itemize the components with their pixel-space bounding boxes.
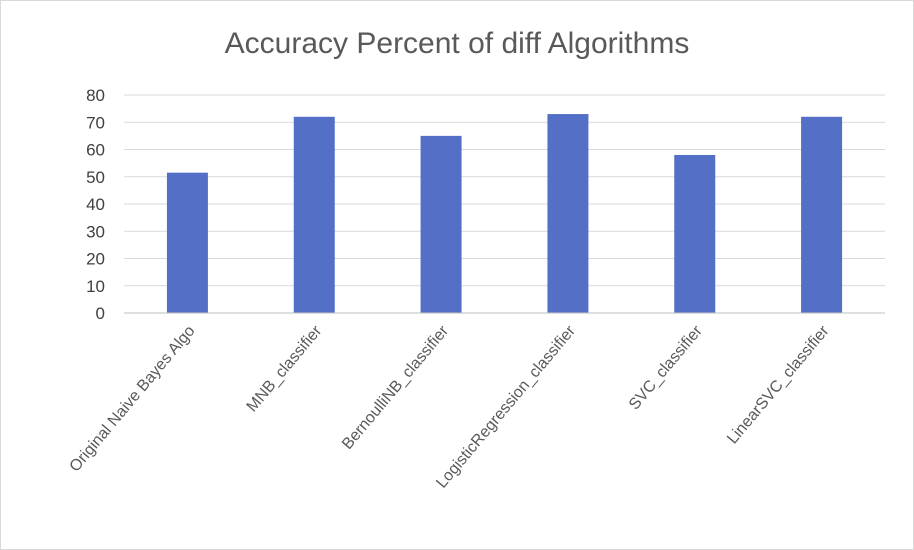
- bar-1: [293, 116, 335, 313]
- y-axis-ticks: 0 10 20 30 40 50 60 70 80: [86, 86, 105, 323]
- bar-2: [420, 135, 462, 313]
- y-tick-label: 70: [86, 113, 105, 132]
- bar-3: [547, 114, 589, 313]
- y-tick-label: 50: [86, 168, 105, 187]
- category-label: MNB_classifier: [244, 322, 326, 415]
- y-tick-label: 20: [86, 250, 105, 269]
- y-tick-label: 30: [86, 222, 105, 241]
- x-axis-categories: Original Naive Bayes Algo MNB_classifier B…: [67, 322, 834, 491]
- y-tick-label: 60: [86, 141, 105, 160]
- bar-5: [801, 116, 843, 313]
- y-tick-label: 0: [96, 304, 105, 323]
- bar-4: [674, 154, 716, 313]
- category-label: Original Naive Bayes Algo: [67, 323, 199, 476]
- y-tick-label: 40: [86, 195, 105, 214]
- bar-0: [166, 172, 208, 313]
- category-label: LinearSVC_classifier: [724, 322, 833, 447]
- chart-title: Accuracy Percent of diff Algorithms: [225, 27, 690, 60]
- category-label: BernoulliNB_classifier: [339, 322, 452, 453]
- category-label: LogisticRegression_classifier: [433, 322, 579, 491]
- y-tick-label: 10: [86, 277, 105, 296]
- category-label: SVC_classifier: [626, 322, 706, 413]
- gridlines: [124, 94, 885, 287]
- bars: [166, 114, 843, 313]
- y-tick-label: 80: [86, 86, 105, 105]
